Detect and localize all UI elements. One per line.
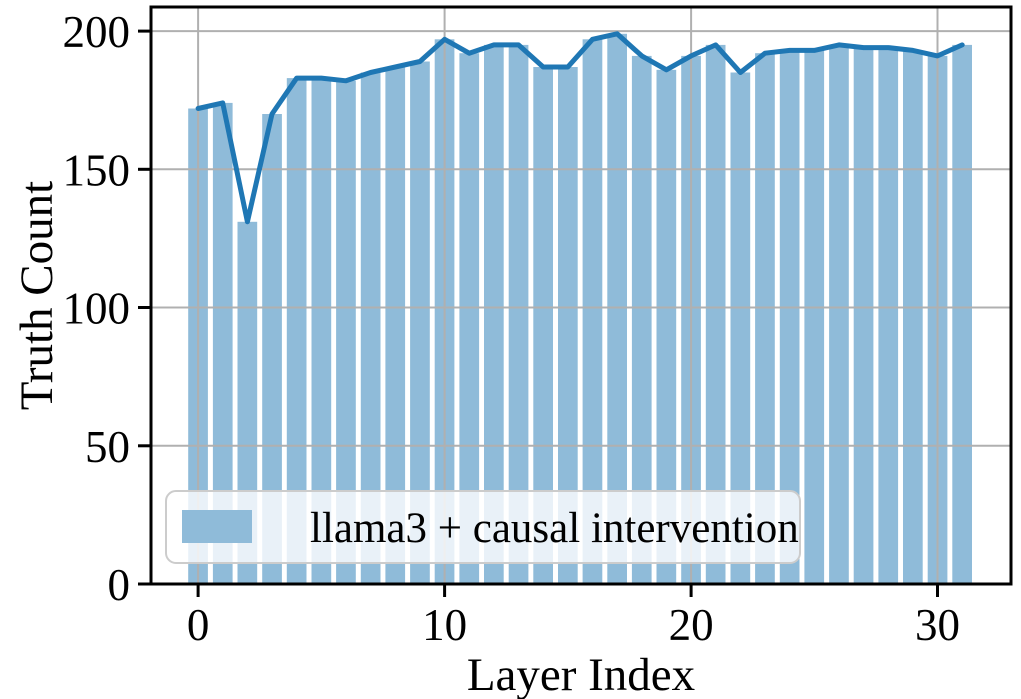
y-axis-label: Truth Count xyxy=(11,181,63,410)
axes-frame xyxy=(149,5,1013,586)
bar-layer-3 xyxy=(262,114,282,584)
x-tick-label-30: 30 xyxy=(915,600,960,650)
bar-layer-7 xyxy=(360,72,381,584)
legend-swatch xyxy=(182,510,252,543)
bar-layer-18 xyxy=(631,55,652,584)
x-axis-ticks: 0 10 20 30 xyxy=(187,585,960,650)
bar-layer-16 xyxy=(582,39,603,585)
x-tick-label-0: 0 xyxy=(187,600,210,650)
bar-layer-29 xyxy=(903,50,923,584)
bar-layer-25 xyxy=(804,50,825,584)
bar-layer-31 xyxy=(952,44,972,584)
bar-layer-19 xyxy=(656,69,677,585)
x-tick-label-20: 20 xyxy=(669,600,714,650)
bar-layer-11 xyxy=(459,53,480,584)
bar-layer-24 xyxy=(779,50,800,584)
bar-layer-9 xyxy=(410,61,430,584)
bar-layer-28 xyxy=(878,47,899,585)
bar-layer-1 xyxy=(212,102,233,585)
bar-layer-14 xyxy=(533,67,553,584)
bar-layer-4 xyxy=(286,78,307,584)
bar-layer-6 xyxy=(336,80,356,585)
legend-box xyxy=(165,490,801,564)
y-tick-label-50: 50 xyxy=(85,422,130,472)
bar-series xyxy=(188,33,972,585)
bar-layer-13 xyxy=(508,44,529,584)
y-tick-label-150: 150 xyxy=(63,145,131,195)
bar-layer-15 xyxy=(558,67,578,584)
bar-layer-21 xyxy=(705,44,726,584)
y-tick-label-200: 200 xyxy=(63,7,131,57)
bar-layer-23 xyxy=(755,53,775,584)
legend-label: llama3 + causal intervention xyxy=(310,505,799,552)
y-axis-ticks: 0 50 100 150 200 xyxy=(63,7,150,610)
bar-layer-12 xyxy=(484,44,504,584)
bar-layer-26 xyxy=(829,44,849,584)
line-series xyxy=(195,31,965,225)
bar-layer-22 xyxy=(730,72,751,584)
x-axis-label: Layer Index xyxy=(467,649,695,699)
legend: llama3 + causal intervention xyxy=(165,490,801,564)
bar-layer-27 xyxy=(853,47,874,585)
y-tick-label-0: 0 xyxy=(108,560,131,610)
bar-layer-5 xyxy=(311,78,332,584)
y-tick-label-100: 100 xyxy=(63,284,131,334)
x-tick-label-10: 10 xyxy=(422,600,467,650)
bar-layer-8 xyxy=(385,67,406,584)
